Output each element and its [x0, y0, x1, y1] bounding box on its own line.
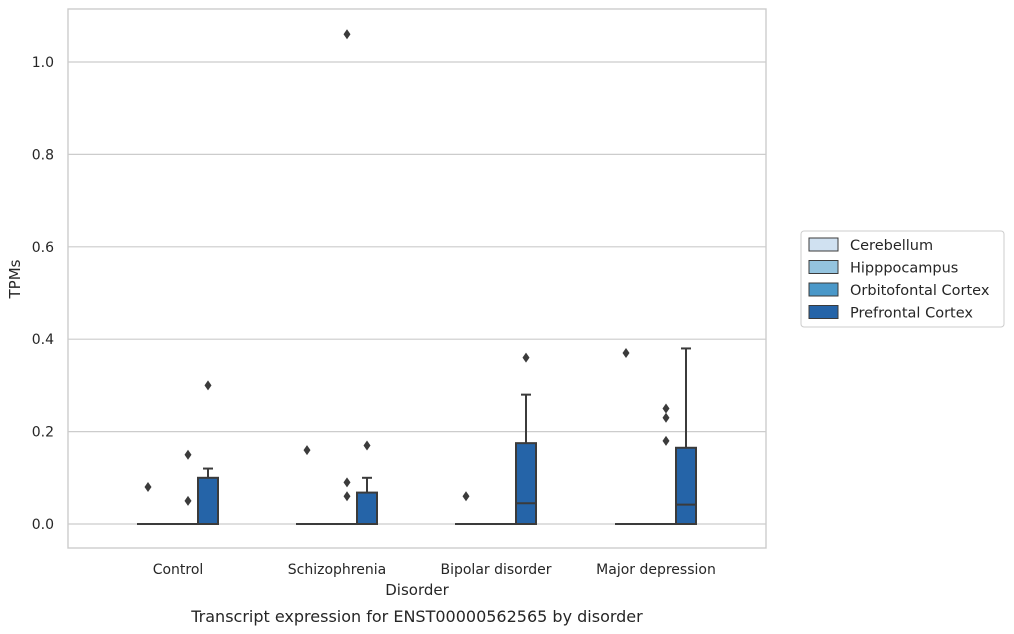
y-axis-title: TPMs: [6, 259, 24, 299]
box: [356, 491, 378, 526]
box-group: [515, 352, 537, 525]
legend-label: Orbitofontal Cortex: [850, 283, 990, 299]
outlier-point: [303, 445, 311, 456]
y-tick-label: 0.6: [32, 240, 54, 256]
outlier-point: [343, 29, 351, 40]
x-tick-labels: Control Schizophrenia Bipolar disorder Majo…: [153, 562, 716, 578]
box: [197, 476, 219, 525]
legend-swatch: [808, 282, 839, 297]
outlier-point: [662, 412, 670, 423]
legend-label: Cerebellum: [850, 238, 933, 254]
legend-frame: [800, 230, 1005, 328]
outlier-point: [462, 491, 470, 502]
box-group: [655, 403, 677, 526]
y-tick-label: 0.0: [32, 517, 54, 533]
box-groups: [137, 29, 697, 526]
outlier-point: [522, 352, 530, 363]
x-tick-label: Control: [153, 562, 204, 578]
y-tick-label: 1.0: [32, 55, 54, 71]
box-group: [675, 347, 697, 525]
y-tick-label: 0.2: [32, 425, 54, 441]
outlier-point: [363, 440, 371, 451]
outlier-point: [662, 435, 670, 446]
outlier-point: [662, 403, 670, 414]
x-tick-label: Bipolar disorder: [440, 562, 551, 578]
box-group: [356, 440, 378, 526]
plot-background: [68, 9, 766, 548]
outlier-point: [184, 495, 192, 506]
legend-label: Hipppocampus: [850, 261, 958, 277]
x-axis-title: Disorder: [385, 581, 449, 599]
box-group: [615, 348, 637, 526]
y-tick-label: 0.4: [32, 332, 54, 348]
outlier-point: [204, 380, 212, 391]
box-group: [197, 380, 219, 525]
legend-label: Prefrontal Cortex: [850, 306, 973, 322]
x-tick-label: Schizophrenia: [288, 562, 386, 578]
legend-swatch: [808, 305, 839, 319]
y-tick-labels: 0.0 0.2 0.4 0.6 0.8 1.0: [32, 55, 54, 533]
box: [675, 446, 697, 525]
outlier-point: [343, 477, 351, 488]
outlier-point: [184, 449, 192, 460]
outlier-point: [343, 491, 351, 502]
outlier-point: [144, 482, 152, 493]
box: [515, 442, 537, 525]
y-tick-label: 0.8: [32, 147, 54, 163]
legend: Cerebellum Hipppocampus Orbitofontal Corte…: [800, 230, 1005, 328]
chart-caption: Transcript expression for ENST0000056256…: [190, 607, 643, 626]
outlier-point: [622, 348, 630, 359]
x-tick-label: Major depression: [596, 562, 716, 578]
legend-swatch: [808, 237, 839, 252]
legend-swatch: [808, 260, 839, 274]
plot-frame: [67, 8, 767, 549]
